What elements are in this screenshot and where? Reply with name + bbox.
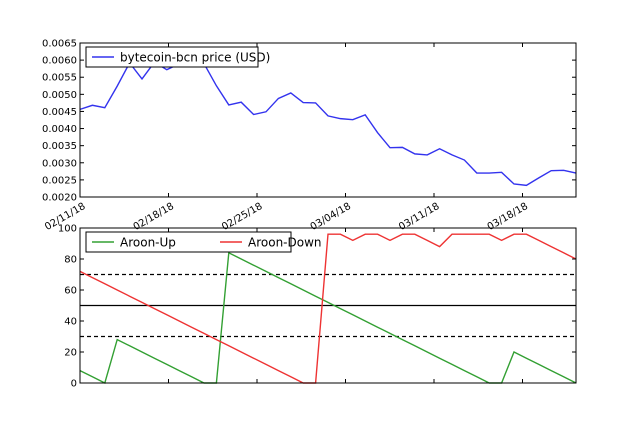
price-y-tick-label: 0.0045 — [42, 107, 77, 118]
aroon-legend-label-1: Aroon-Down — [248, 236, 322, 250]
aroon-y-tick-label: 20 — [64, 348, 77, 359]
price-y-tick-label: 0.0065 — [42, 39, 77, 50]
aroon-y-tick-label: 80 — [64, 255, 77, 266]
aroon-series-line-1 — [79, 233, 577, 384]
price-axes-frame — [79, 42, 577, 198]
price-chart: 0.0020 0.0025 0.0030 0.0035 0.0040 0.0045 0.00… — [42, 39, 577, 233]
aroon-y-tick-label: 40 — [64, 317, 77, 328]
aroon-legend-label-0: Aroon-Up — [120, 236, 176, 250]
aroon-axes-frame — [79, 227, 577, 384]
price-legend-box — [85, 46, 259, 68]
price-y-tick-label: 0.0025 — [42, 175, 77, 186]
price-legend-label-0: bytecoin-bcn price (USD) — [120, 51, 270, 65]
aroon-y-tick-label: 100 — [58, 224, 77, 235]
price-y-tick-label: 0.0055 — [42, 73, 77, 84]
price-y-tick-label: 0.0060 — [42, 56, 77, 67]
aroon-chart: 0 20 40 60 80 100 Aroon-Up Aroon-Down — [58, 224, 577, 390]
price-y-tick-label: 0.0030 — [42, 158, 77, 169]
price-y-tick-label: 0.0040 — [42, 124, 77, 135]
aroon-y-tick-label: 0 — [71, 379, 77, 390]
price-series-line-0 — [79, 61, 577, 187]
price-y-tick-label: 0.0050 — [42, 90, 77, 101]
aroon-y-tick-label: 60 — [64, 286, 77, 297]
aroon-series-line-0 — [79, 251, 577, 385]
aroon-legend-box — [85, 231, 292, 253]
price-y-tick-label: 0.0020 — [42, 193, 77, 204]
price-y-tick-label: 0.0035 — [42, 141, 77, 152]
